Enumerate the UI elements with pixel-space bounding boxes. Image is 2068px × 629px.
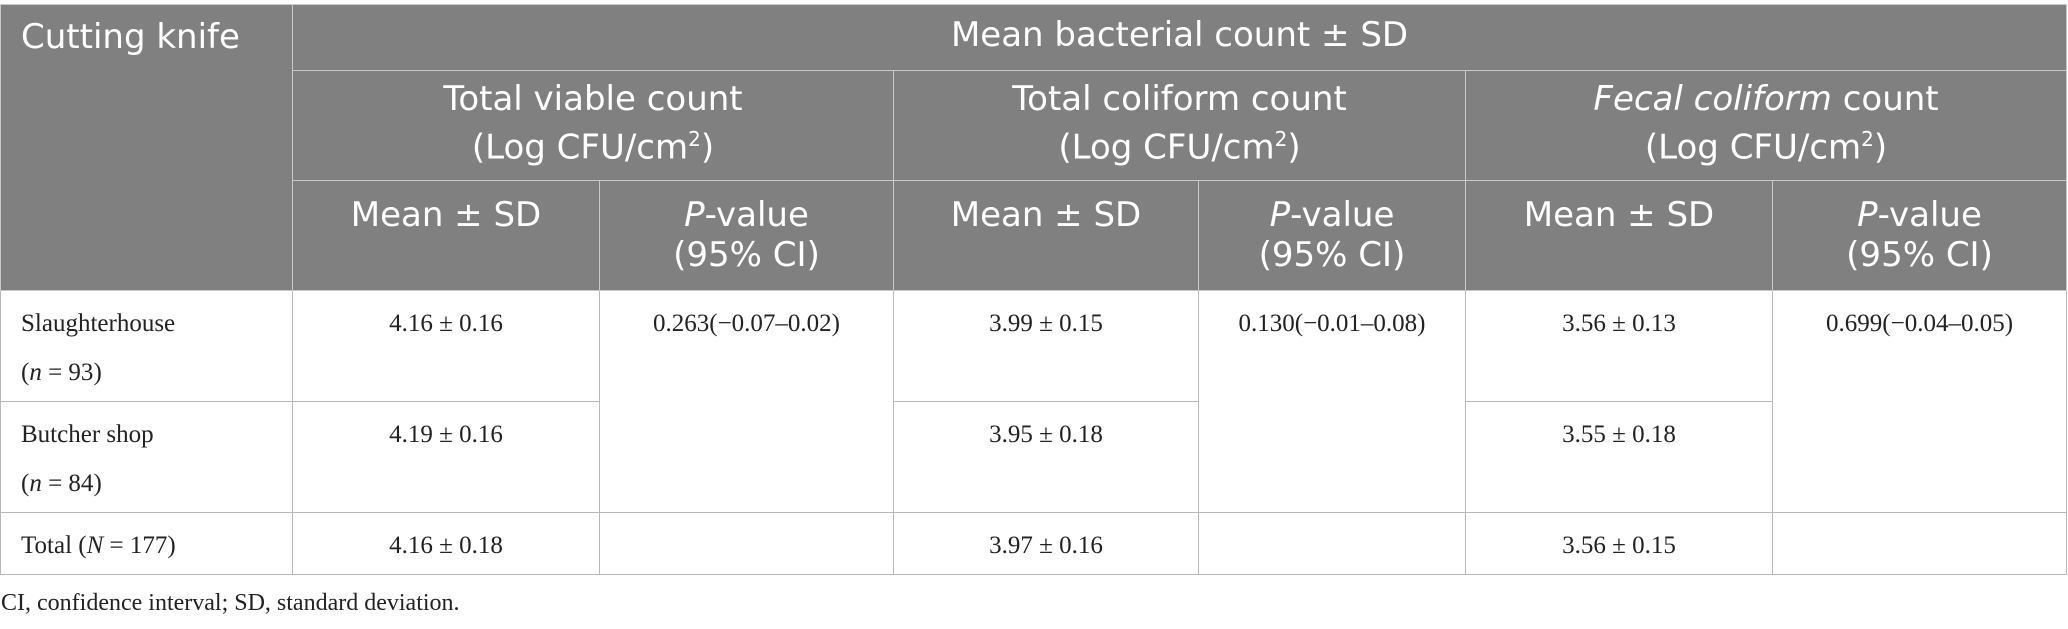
cell-value: 3.99 ± 0.15	[893, 290, 1199, 402]
group-header-total-coliform: Total coliform count (Log CFU/cm2)	[893, 70, 1466, 181]
cell-value: 4.19 ± 0.16	[292, 401, 600, 513]
row-label: Total (N = 177)	[0, 512, 293, 575]
subheader-mean-sd: Mean ± SD	[292, 180, 600, 291]
table-footnote: CI, confidence interval; SD, standard de…	[1, 590, 460, 616]
empty-cell	[1198, 512, 1466, 575]
group-title: Total viable count	[443, 79, 743, 119]
group-unit: (Log CFU/cm2)	[1058, 127, 1301, 168]
empty-cell	[1771, 512, 2068, 575]
table-row: Total (N = 177) 4.16 ± 0.18 3.97 ± 0.16 …	[0, 512, 2068, 575]
bacterial-count-table: Cutting knife Mean bacterial count ± SD …	[0, 4, 2068, 575]
p-value-cell: 0.130(−0.01–0.08)	[1198, 290, 1466, 513]
group-header-total-viable: Total viable count (Log CFU/cm2)	[292, 70, 894, 181]
cell-value: 3.95 ± 0.18	[893, 401, 1199, 513]
subheader-mean-sd: Mean ± SD	[1465, 180, 1773, 291]
group-unit: (Log CFU/cm2)	[471, 127, 715, 168]
subheader-mean-sd: Mean ± SD	[893, 180, 1199, 291]
group-unit: (Log CFU/cm2)	[1644, 127, 1888, 168]
group-header-fecal-coliform: Fecal coliform count (Log CFU/cm2)	[1464, 70, 2068, 181]
cell-value: 3.56 ± 0.13	[1465, 290, 1773, 402]
group-title: Total coliform count	[1012, 79, 1347, 119]
cell-value: 4.16 ± 0.16	[292, 290, 600, 402]
row-label: Slaughterhouse (n = 93)	[0, 290, 293, 402]
cell-value: 3.55 ± 0.18	[1465, 401, 1773, 513]
data-table-container: Cutting knife Mean bacterial count ± SD …	[0, 4, 2068, 575]
top-header: Mean bacterial count ± SD	[291, 4, 2068, 71]
cell-value: 3.97 ± 0.16	[893, 512, 1199, 575]
cell-value: 4.16 ± 0.18	[292, 512, 600, 575]
row-label: Butcher shop (n = 84)	[0, 401, 293, 513]
p-value-cell: 0.699(−0.04–0.05)	[1771, 290, 2068, 513]
p-value-cell: 0.263(−0.07–0.02)	[599, 290, 894, 513]
subheader-p-value: P-value (95% CI)	[1771, 180, 2068, 291]
empty-cell	[599, 512, 894, 575]
group-title: Fecal coliform count	[1593, 79, 1939, 119]
table-row: Slaughterhouse (n = 93) 4.16 ± 0.16 0.263…	[0, 290, 2068, 513]
table-row: Butcher shop (n = 84) 4.19 ± 0.16 3.95 ± …	[0, 401, 2067, 513]
corner-header: Cutting knife	[0, 4, 293, 291]
cell-value: 3.56 ± 0.15	[1465, 512, 1773, 575]
subheader-p-value: P-value (95% CI)	[599, 180, 894, 291]
subheader-p-value: P-value (95% CI)	[1198, 180, 1466, 291]
